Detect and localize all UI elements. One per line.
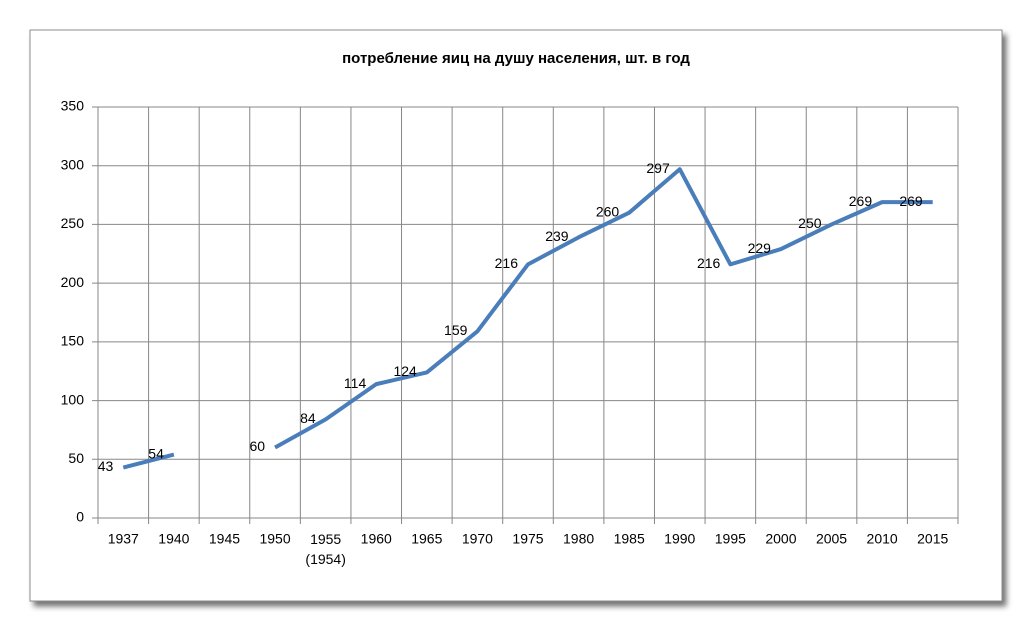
y-tick-label: 200	[61, 274, 85, 290]
data-label: 84	[300, 410, 316, 426]
y-tick-label: 350	[61, 98, 85, 114]
x-tick-label: 1960	[361, 531, 392, 547]
x-tick-label: 1940	[158, 531, 189, 547]
data-label: 269	[849, 193, 873, 209]
data-label: 159	[444, 322, 468, 338]
data-label: 43	[98, 458, 114, 474]
data-label: 297	[646, 160, 670, 176]
y-tick-label: 100	[61, 391, 85, 407]
data-label: 216	[697, 255, 721, 271]
x-tick-label: 1975	[512, 531, 543, 547]
x-tick-label: 1995	[715, 531, 746, 547]
x-tick-label: 1950	[259, 531, 290, 547]
x-tick-label: 1955 (1954)	[305, 531, 345, 567]
line	[122, 167, 933, 470]
data-label: 54	[148, 445, 164, 461]
data-label: 114	[344, 375, 367, 391]
x-tick-label: 2000	[765, 531, 796, 547]
x-tick-label: 1990	[664, 531, 695, 547]
y-tick-label: 150	[61, 333, 85, 349]
chart-title: потребление яиц на душу населения, шт. в…	[342, 50, 690, 67]
x-tick-label: 2015	[917, 531, 948, 547]
x-tick-label: 1945	[209, 531, 240, 547]
data-label: 216	[495, 255, 519, 271]
x-tick-label: 1965	[411, 531, 442, 547]
y-tick-label: 250	[61, 215, 85, 231]
x-tick-label: 1937	[108, 531, 139, 547]
x-tick-label: 1980	[563, 531, 594, 547]
data-label: 239	[545, 228, 569, 244]
data-label: 269	[899, 193, 923, 209]
y-tick-label: 300	[61, 156, 85, 172]
y-tick-label: 0	[76, 509, 84, 525]
x-tick-label: 2005	[816, 531, 847, 547]
x-tick-label: 1985	[614, 531, 645, 547]
data-label: 124	[393, 363, 417, 379]
data-label: 250	[798, 215, 822, 231]
data-label: 260	[596, 203, 620, 219]
y-tick-label: 50	[68, 450, 84, 466]
chart-panel	[29, 29, 1003, 602]
data-label: 229	[748, 240, 772, 256]
x-tick-label: 1970	[462, 531, 493, 547]
x-tick-label: 2010	[867, 531, 898, 547]
data-label: 60	[249, 438, 265, 454]
